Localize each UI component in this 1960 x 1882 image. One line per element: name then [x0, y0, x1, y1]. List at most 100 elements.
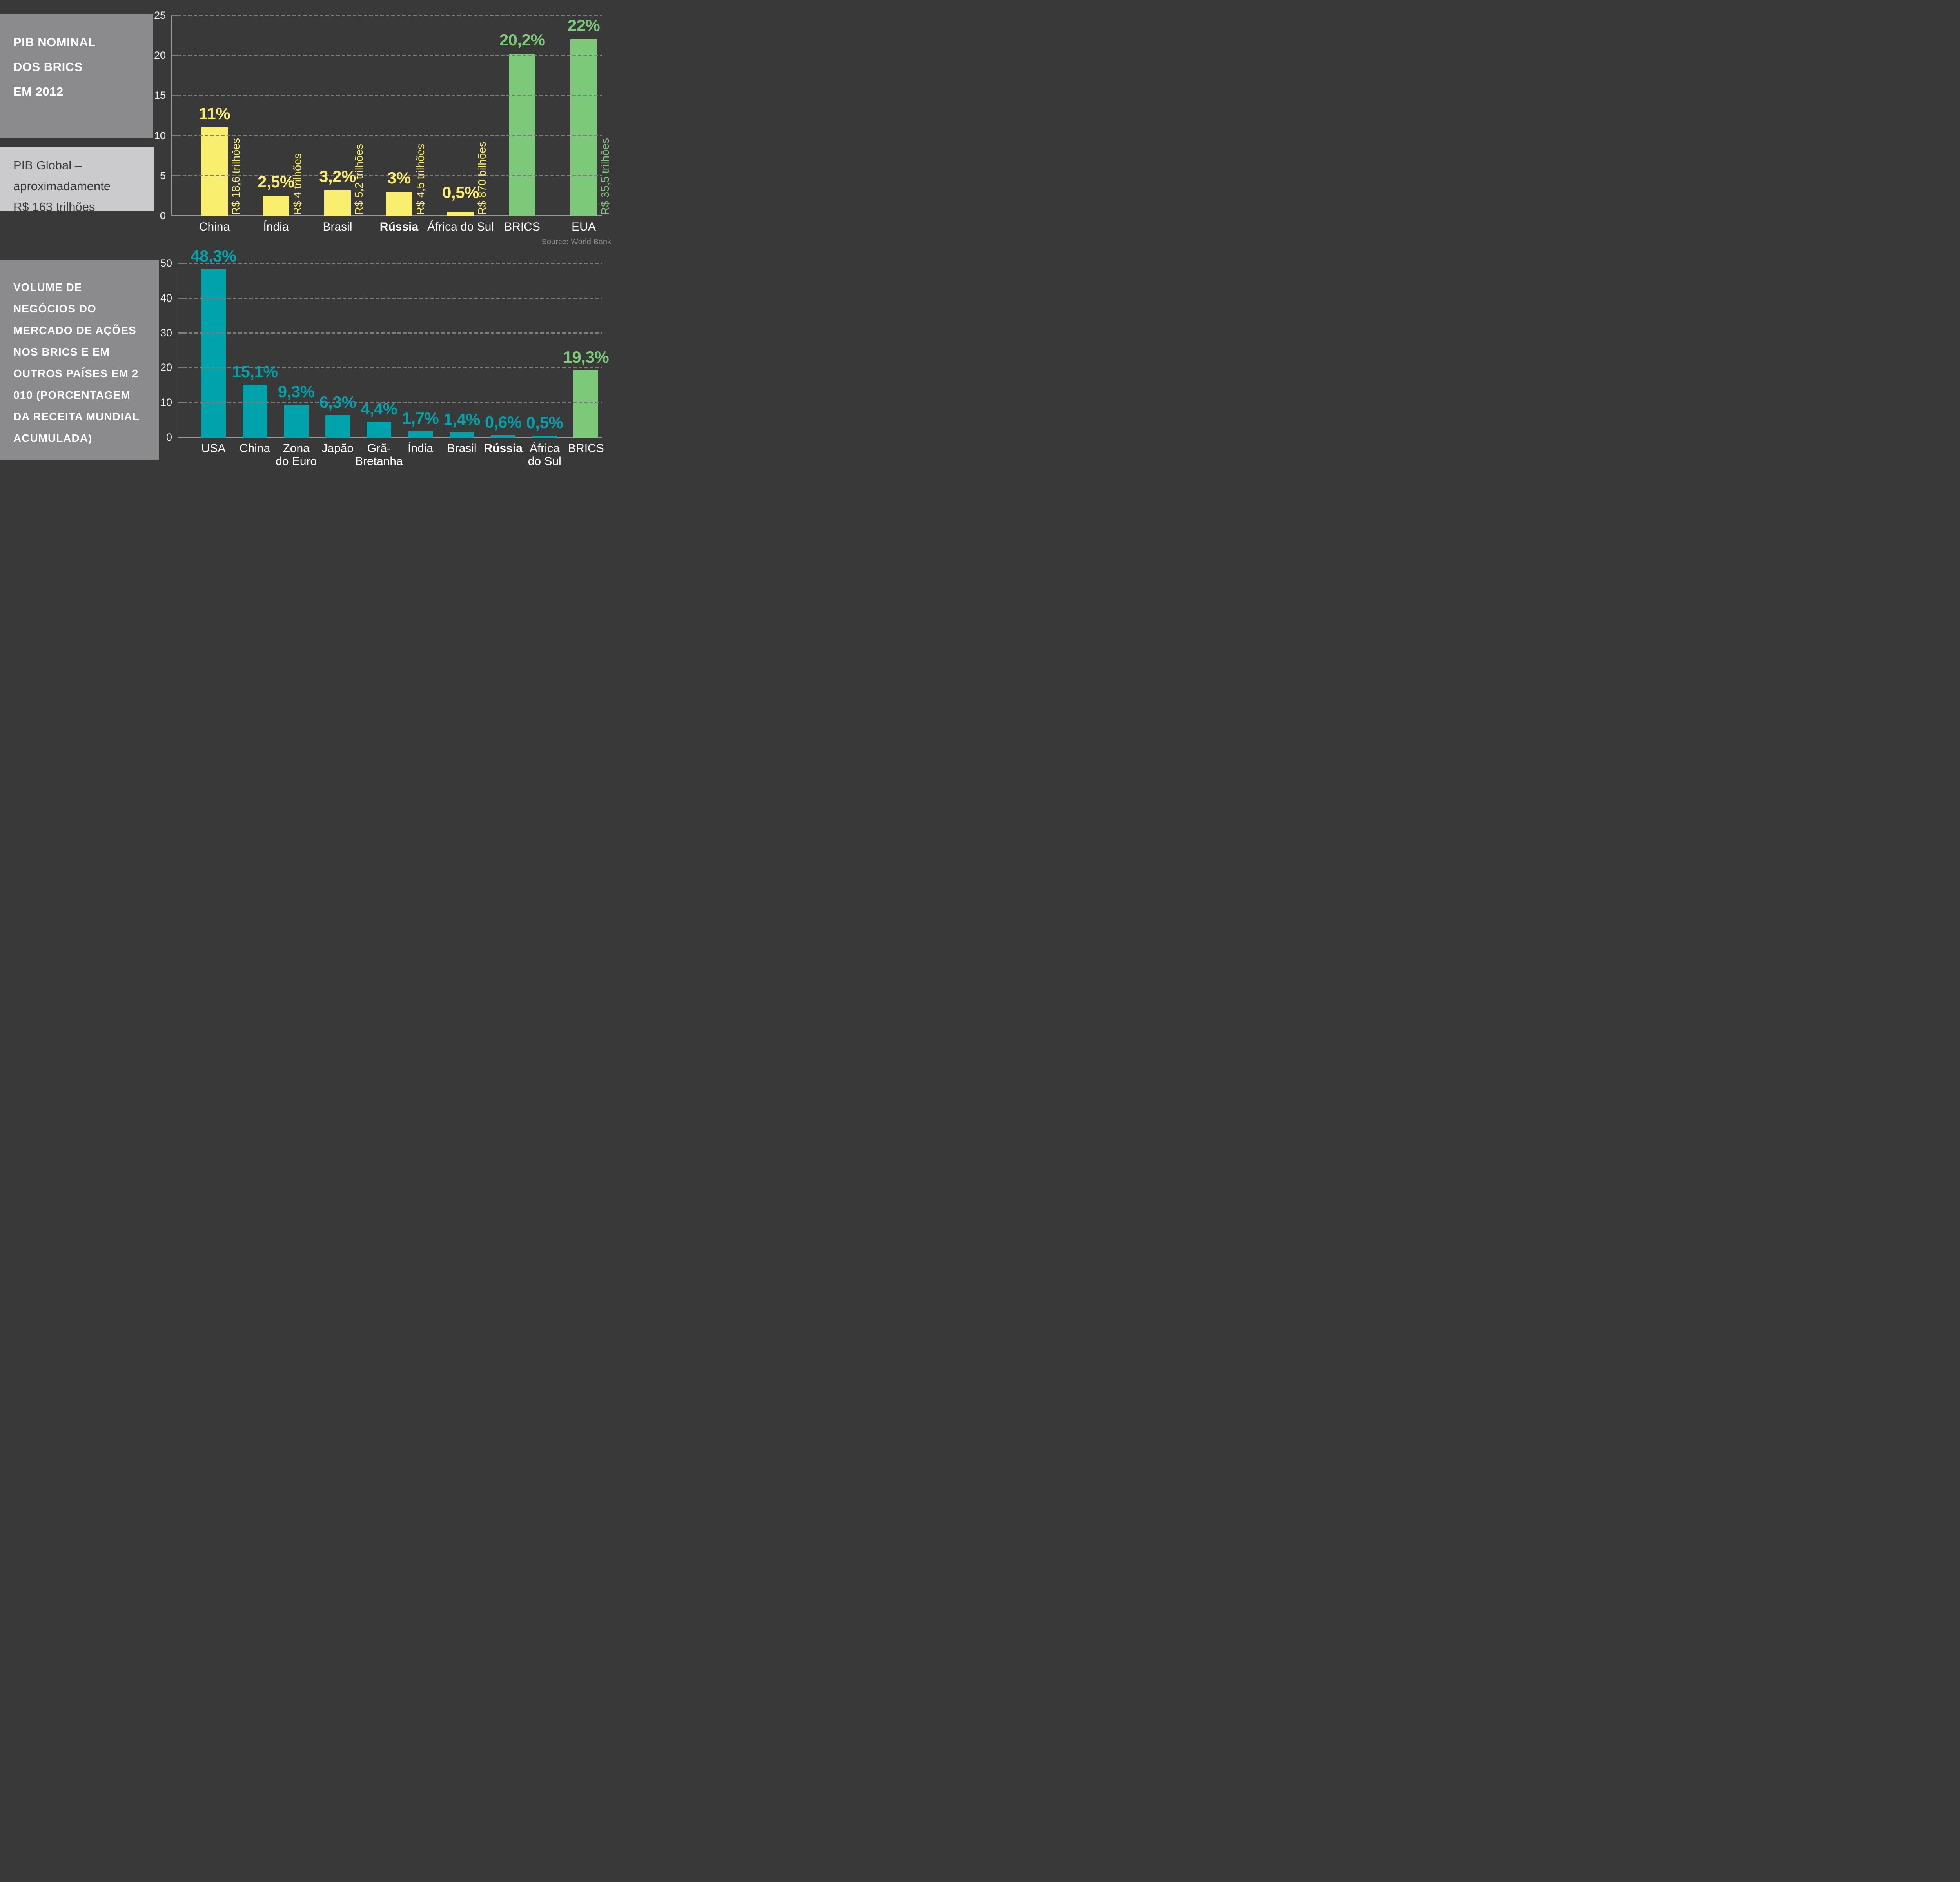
x-axis-label-eua: EUA [572, 220, 596, 233]
bar-china [242, 384, 267, 438]
bar-zona-do-euro [284, 405, 309, 438]
bar-i-ndia [263, 195, 289, 216]
bar-annotation: R$ 35,5 trilhões [599, 138, 611, 215]
bar-i-ndia [408, 431, 433, 438]
bar-japa-o [325, 415, 350, 438]
panel-gdp-subtitle: PIB Global – aproximadamente R$ 163 trilhõ… [0, 147, 154, 214]
panel-text-line: ACUMULADA) [13, 432, 93, 444]
bar-value-label: 3% [387, 168, 411, 187]
gridline [172, 55, 602, 56]
chart-gdp-brics: 0 5 10 15 20 25 11% R$ 18,6 trilhões China 2,5% R$… [0, 0, 627, 470]
bar-eua [570, 39, 597, 216]
x-axis-label-china: China [199, 220, 230, 233]
panel-text-line: NOS BRICS E EM [13, 346, 110, 358]
y-tick-label: 0 [166, 431, 172, 443]
bar-brics [509, 54, 535, 216]
bar-value-label: 6,3% [319, 393, 356, 412]
bar-ru-ssia [386, 191, 412, 216]
panel-text-line: NEGÓCIOS DO [13, 303, 96, 315]
source-note: Source: World Bank [541, 238, 612, 246]
x-axis-label-japa-o: Japão [321, 442, 354, 455]
gridline [178, 402, 602, 403]
panel-text-line: MERCADO DE AÇÕES [13, 324, 136, 336]
x-axis-label-china: China [239, 442, 270, 455]
bar-value-label: 15,1% [232, 362, 278, 381]
y-tick-label: 10 [154, 129, 166, 142]
bar-value-label: 19,3% [563, 347, 609, 366]
panel-text-line: R$ 163 trilhões [13, 200, 95, 214]
x-axis-label-a-frica-do-sul: África do Sul [528, 442, 561, 468]
bar-value-label: 9,3% [278, 382, 315, 401]
panel-text-line: DA RECEITA MUNDIAL [13, 411, 140, 423]
x-axis-label-usa: USA [201, 442, 226, 455]
x-axis-label-i-ndia: Índia [263, 220, 289, 233]
infographic-canvas: PIB NOMINAL DOS BRICS EM 2012 PIB Global –… [0, 0, 627, 470]
panel-text-line: DOS BRICS [13, 60, 83, 74]
bar-annotation: R$ 4,5 trilhões [414, 144, 426, 215]
y-tick-label: 10 [160, 396, 172, 409]
bar-annotation: R$ 18,6 trilhões [230, 138, 242, 215]
x-axis-label-a-frica-do-sul: África do Sul [427, 220, 494, 233]
panel-text-line: EM 2012 [13, 85, 64, 98]
x-axis-label-zona-do-euro: Zona do Euro [276, 442, 317, 468]
bar-value-label: 4,4% [361, 399, 397, 418]
bar-value-label: 48,3% [191, 247, 236, 265]
bar-usa [201, 269, 226, 438]
chart-stock-volume: 0 10 20 30 40 50 48,3% USA 15,1% China 9,3% Zona do… [0, 0, 627, 470]
panel-gdp-title: PIB NOMINAL DOS BRICS EM 2012 [0, 14, 153, 138]
y-tick-label: 5 [160, 169, 166, 182]
bar-value-label: 0,5% [526, 413, 563, 432]
bar-annotation: R$ 870 bilhões [476, 142, 488, 215]
bar-brasil [324, 190, 351, 216]
gridline [178, 332, 602, 334]
bar-brics [573, 370, 599, 438]
panel-volume-title: VOLUME DE NEGÓCIOS DO MERCADO DE AÇÕES NOS … [0, 260, 159, 460]
y-tick-label: 30 [160, 327, 172, 339]
bar-value-label: 0,5% [442, 183, 479, 202]
x-axis-label-ru-ssia: Rússia [379, 220, 419, 233]
panel-text-line: PIB NOMINAL [13, 35, 96, 49]
y-tick-label: 25 [154, 9, 166, 21]
x-axis-label-gra-bretanha: Grã- Bretanha [355, 442, 403, 468]
gridline [172, 15, 602, 16]
bar-a-frica-do-sul [447, 211, 474, 216]
y-tick-label: 20 [160, 362, 172, 374]
gridline [178, 297, 602, 299]
x-axis-label-brasil: Brasil [323, 220, 352, 233]
bar-a-frica-do-sul [532, 435, 557, 438]
bar-value-label: 20,2% [499, 31, 545, 49]
panel-text-line: VOLUME DE [13, 281, 82, 293]
bar-value-label: 11% [198, 104, 230, 123]
y-tick-label: 50 [160, 257, 172, 269]
gridline [178, 263, 602, 264]
x-axis-label-i-ndia: Índia [407, 442, 434, 455]
bar-value-label: 2,5% [258, 172, 294, 191]
x-axis-label-ru-ssia: Rússia [484, 442, 523, 455]
bar-brasil [449, 432, 474, 438]
bar-gra-bretanha [367, 421, 392, 438]
panel-text-line: 010 (PORCENTAGEM [13, 389, 131, 401]
bar-ru-ssia [491, 435, 516, 438]
gridline [178, 367, 602, 369]
bar-china [201, 127, 228, 216]
bar-value-label: 22% [567, 16, 600, 35]
panel-text-line: aproximadamente [13, 179, 111, 193]
bar-annotation: R$ 4 trilhões [291, 153, 303, 215]
bar-value-label: 0,6% [485, 412, 522, 431]
bar-value-label: 3,2% [319, 167, 356, 185]
y-axis-line [171, 15, 172, 216]
gridline [172, 135, 602, 136]
y-tick-label: 20 [154, 49, 166, 62]
y-tick-label: 0 [160, 210, 166, 222]
bar-value-label: 1,4% [443, 410, 480, 429]
bar-value-label: 1,7% [402, 409, 439, 427]
y-tick-label: 40 [160, 292, 172, 304]
gridline [172, 175, 602, 176]
gridline [172, 95, 602, 96]
y-tick-label: 15 [154, 89, 166, 102]
panel-text-line: OUTROS PAÍSES EM 2 [13, 367, 139, 380]
x-axis-label-brasil: Brasil [447, 442, 477, 455]
panel-text-line: PIB Global – [13, 158, 82, 172]
x-axis-label-brics: BRICS [504, 220, 540, 233]
x-axis-label-brics: BRICS [568, 442, 604, 455]
